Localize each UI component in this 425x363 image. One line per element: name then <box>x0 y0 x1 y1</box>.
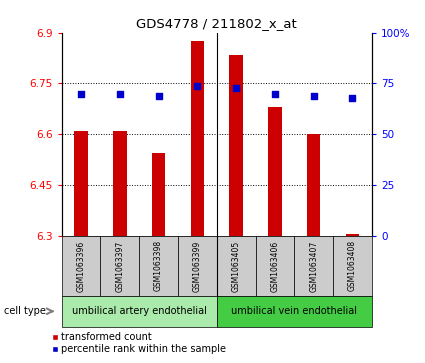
Text: umbilical artery endothelial: umbilical artery endothelial <box>72 306 207 316</box>
Bar <box>307 134 320 236</box>
Bar <box>62 296 217 327</box>
Bar <box>268 107 282 236</box>
Bar <box>139 236 178 296</box>
Bar <box>62 236 100 296</box>
Text: GSM1063396: GSM1063396 <box>76 240 85 291</box>
Bar <box>346 234 359 236</box>
Point <box>155 93 162 99</box>
Text: GSM1063397: GSM1063397 <box>115 240 124 291</box>
Bar <box>152 153 165 236</box>
Point <box>349 95 356 101</box>
Text: GSM1063398: GSM1063398 <box>154 240 163 291</box>
Bar <box>178 236 217 296</box>
Text: GSM1063406: GSM1063406 <box>270 240 279 291</box>
Point <box>78 91 85 97</box>
Point <box>310 93 317 99</box>
Text: umbilical vein endothelial: umbilical vein endothelial <box>231 306 357 316</box>
Point <box>194 83 201 89</box>
Legend: transformed count, percentile rank within the sample: transformed count, percentile rank withi… <box>47 329 230 358</box>
Bar <box>100 236 139 296</box>
Bar <box>217 236 255 296</box>
Bar <box>333 236 372 296</box>
Text: GSM1063399: GSM1063399 <box>193 240 202 291</box>
Point <box>233 85 240 90</box>
Point <box>272 91 278 97</box>
Bar <box>74 131 88 236</box>
Title: GDS4778 / 211802_x_at: GDS4778 / 211802_x_at <box>136 17 297 30</box>
Text: GSM1063407: GSM1063407 <box>309 240 318 291</box>
Bar <box>255 236 294 296</box>
Text: GSM1063405: GSM1063405 <box>232 240 241 291</box>
Bar <box>190 41 204 236</box>
Bar <box>294 236 333 296</box>
Point <box>116 91 123 97</box>
Bar <box>217 296 372 327</box>
Text: cell type: cell type <box>4 306 46 316</box>
Text: GSM1063408: GSM1063408 <box>348 240 357 291</box>
Bar <box>113 131 127 236</box>
Bar <box>230 55 243 236</box>
